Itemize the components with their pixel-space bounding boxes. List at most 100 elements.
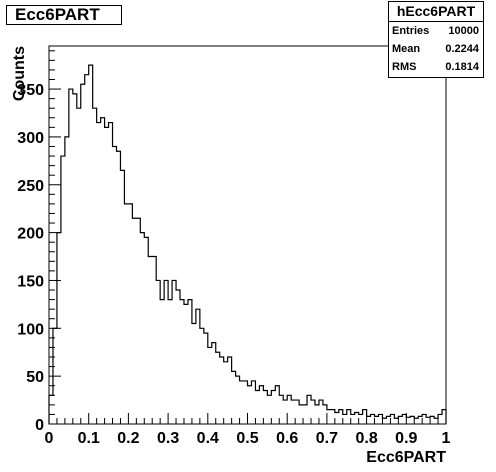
y-axis-title: Counts: [11, 46, 28, 101]
histogram-bin: [65, 137, 69, 424]
stats-key: RMS: [392, 61, 417, 73]
plot-frame: [48, 45, 447, 425]
stats-key: Mean: [392, 43, 421, 55]
histogram-bin: [77, 108, 81, 424]
x-axis-title: Ecc6PART: [366, 449, 446, 466]
histogram-bin: [351, 414, 355, 424]
stats-row-rms: RMS 0.1814: [389, 58, 483, 76]
histogram-bin: [105, 127, 109, 424]
stats-row-mean: Mean 0.2244: [389, 40, 483, 58]
histogram-bin: [299, 405, 303, 424]
histogram-bin: [375, 416, 379, 424]
y-tick-label: 0: [35, 417, 44, 434]
y-tick-label: 50: [26, 369, 44, 386]
histogram-bin: [244, 381, 248, 424]
histogram-bin: [335, 413, 339, 424]
histogram-bin: [315, 405, 319, 424]
x-tick-label: 0.2: [117, 430, 139, 447]
stats-value: 10000: [448, 25, 479, 37]
histogram-bin: [394, 418, 398, 424]
histogram-bin: [113, 146, 117, 424]
histogram-bin: [152, 257, 156, 424]
x-axis-ticks: 0 0.1 0.2 0.3 0.4 0.5 0.6 0.7 0.8 0.9 1: [45, 413, 451, 447]
histogram-bin: [101, 118, 105, 424]
histogram-bin: [89, 65, 93, 424]
histogram-bin: [224, 362, 228, 424]
histogram-bin: [69, 89, 73, 424]
histogram-bin: [124, 204, 128, 424]
y-tick-label: 350: [17, 82, 44, 99]
y-tick-label: 150: [17, 273, 44, 290]
histogram-bin: [156, 280, 160, 424]
x-tick-label: 0.8: [355, 430, 377, 447]
histogram-bin: [220, 357, 224, 424]
histogram-bins: [49, 65, 446, 424]
histogram-bin: [160, 300, 164, 424]
histogram-bin: [144, 237, 148, 424]
histogram-bin: [255, 391, 259, 424]
histogram-bin: [434, 418, 438, 424]
histogram-title: Ecc6PART: [6, 5, 122, 25]
histogram-bin: [200, 328, 204, 424]
histogram-bin: [208, 347, 212, 424]
histogram-bin: [120, 170, 124, 424]
histogram-bin: [406, 417, 410, 424]
histogram-bin: [359, 414, 363, 424]
stats-value: 0.1814: [445, 61, 479, 73]
histogram-bin: [232, 371, 236, 424]
x-tick-label: 0.6: [276, 430, 298, 447]
histogram-bin: [136, 218, 140, 424]
histogram-bin: [109, 123, 113, 424]
histogram-bin: [283, 400, 287, 424]
stats-key: Entries: [392, 25, 430, 37]
histogram-bin: [93, 108, 97, 424]
histogram-bin: [73, 94, 77, 424]
histogram-bin: [132, 218, 136, 424]
histogram-bin: [176, 290, 180, 424]
stats-row-entries: Entries 10000: [389, 22, 483, 40]
x-tick-label: 0: [45, 430, 54, 447]
histogram-bin: [343, 414, 347, 424]
histogram-bin: [81, 84, 85, 424]
histogram-bin: [382, 418, 386, 424]
x-tick-label: 0.9: [395, 430, 417, 447]
histogram-bin: [240, 381, 244, 424]
y-tick-label: 100: [17, 321, 44, 338]
x-tick-label: 0.1: [78, 430, 100, 447]
y-axis-ticks: 0 50 100 150 200 250 300 350: [17, 50, 61, 434]
histogram-bin: [216, 352, 220, 424]
histogram-bin: [97, 123, 101, 424]
x-tick-label: 0.7: [316, 430, 338, 447]
histogram-bin: [184, 304, 188, 424]
histogram-bin: [140, 233, 144, 424]
stats-histogram-name: hEcc6PART: [389, 2, 483, 22]
stats-box: hEcc6PART Entries 10000 Mean 0.2244 RMS …: [388, 1, 484, 78]
histogram-bin: [116, 151, 120, 424]
histogram-bin: [85, 75, 89, 424]
histogram-bin: [172, 280, 176, 424]
stats-value: 0.2244: [445, 43, 479, 55]
x-tick-label: 1: [442, 430, 451, 447]
histogram-bin: [291, 400, 295, 424]
histogram-bin: [259, 386, 263, 424]
y-tick-label: 200: [17, 226, 44, 243]
histogram-bin: [303, 405, 307, 424]
y-tick-label: 300: [17, 130, 44, 147]
histogram-bin: [248, 386, 252, 424]
histogram-bin: [128, 204, 132, 424]
histogram-bin: [367, 416, 371, 424]
x-tick-label: 0.3: [157, 430, 179, 447]
histogram-outline: [48, 64, 447, 424]
histogram-bin: [267, 395, 271, 424]
y-tick-label: 250: [17, 178, 44, 195]
histogram-bin: [180, 300, 184, 424]
histogram-bin: [168, 300, 172, 424]
histogram-bin: [236, 376, 240, 424]
histogram-bin: [426, 417, 430, 424]
x-tick-label: 0.4: [197, 430, 219, 447]
histogram-bin: [148, 257, 152, 424]
histogram-bin: [327, 410, 331, 424]
x-tick-label: 0.5: [236, 430, 258, 447]
histogram-bin: [164, 280, 168, 424]
